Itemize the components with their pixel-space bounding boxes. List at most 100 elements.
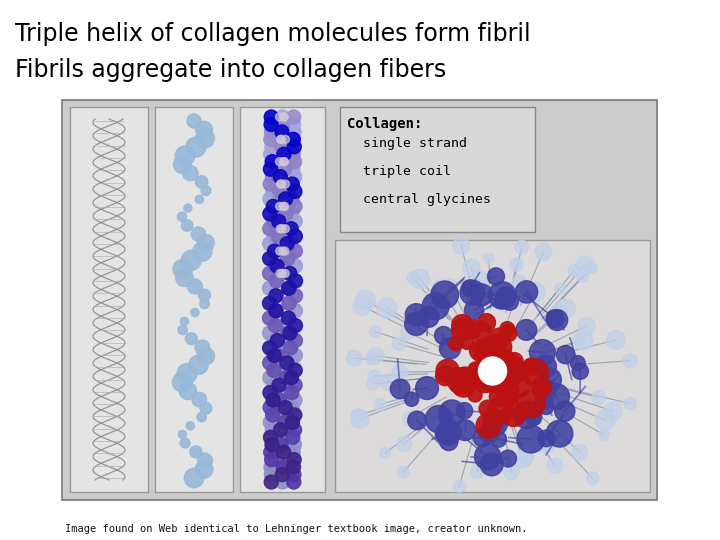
Circle shape bbox=[397, 436, 412, 451]
Circle shape bbox=[546, 309, 567, 330]
Circle shape bbox=[274, 423, 287, 437]
Circle shape bbox=[476, 413, 501, 438]
Circle shape bbox=[285, 192, 299, 206]
Circle shape bbox=[263, 356, 276, 370]
Circle shape bbox=[595, 410, 615, 430]
Circle shape bbox=[572, 334, 585, 347]
Circle shape bbox=[191, 308, 199, 316]
Circle shape bbox=[266, 170, 279, 184]
Circle shape bbox=[460, 280, 485, 305]
Circle shape bbox=[264, 430, 277, 444]
Circle shape bbox=[272, 199, 287, 213]
Circle shape bbox=[266, 378, 281, 392]
Circle shape bbox=[271, 348, 285, 362]
Circle shape bbox=[266, 423, 279, 437]
Circle shape bbox=[482, 362, 504, 384]
Circle shape bbox=[184, 204, 192, 212]
Circle shape bbox=[455, 420, 476, 441]
Circle shape bbox=[405, 312, 428, 335]
Circle shape bbox=[487, 268, 505, 285]
Circle shape bbox=[278, 177, 292, 191]
Circle shape bbox=[463, 259, 480, 276]
Circle shape bbox=[501, 370, 516, 385]
Circle shape bbox=[181, 251, 202, 271]
Circle shape bbox=[546, 420, 573, 447]
Circle shape bbox=[479, 400, 496, 417]
Circle shape bbox=[289, 334, 302, 347]
Circle shape bbox=[533, 378, 550, 395]
Circle shape bbox=[289, 289, 302, 303]
Circle shape bbox=[513, 450, 532, 468]
Circle shape bbox=[274, 140, 289, 154]
Circle shape bbox=[282, 296, 296, 310]
Circle shape bbox=[587, 472, 599, 484]
Circle shape bbox=[577, 271, 588, 282]
Circle shape bbox=[264, 177, 277, 191]
Circle shape bbox=[501, 402, 526, 427]
Circle shape bbox=[282, 311, 295, 325]
Circle shape bbox=[487, 398, 513, 423]
Circle shape bbox=[470, 284, 492, 306]
Circle shape bbox=[513, 401, 541, 429]
Circle shape bbox=[473, 340, 496, 362]
Circle shape bbox=[199, 289, 210, 301]
Circle shape bbox=[181, 220, 193, 231]
Circle shape bbox=[480, 366, 495, 380]
Circle shape bbox=[516, 320, 536, 340]
Circle shape bbox=[356, 291, 376, 310]
Circle shape bbox=[512, 275, 527, 291]
Circle shape bbox=[279, 247, 287, 255]
Circle shape bbox=[475, 360, 496, 381]
Circle shape bbox=[451, 318, 474, 341]
Circle shape bbox=[264, 415, 277, 429]
Circle shape bbox=[547, 458, 563, 474]
Circle shape bbox=[277, 147, 291, 161]
Circle shape bbox=[266, 199, 280, 213]
Circle shape bbox=[283, 326, 297, 340]
Circle shape bbox=[374, 399, 387, 411]
Circle shape bbox=[538, 437, 554, 454]
Circle shape bbox=[479, 348, 505, 374]
Circle shape bbox=[436, 423, 456, 444]
Circle shape bbox=[268, 334, 282, 347]
Circle shape bbox=[392, 337, 405, 350]
Circle shape bbox=[273, 408, 287, 422]
Circle shape bbox=[282, 281, 296, 295]
Circle shape bbox=[282, 225, 289, 233]
Circle shape bbox=[551, 304, 567, 319]
Circle shape bbox=[572, 444, 588, 460]
Circle shape bbox=[289, 274, 302, 288]
Circle shape bbox=[488, 282, 516, 309]
Text: Collagen:: Collagen: bbox=[347, 117, 423, 131]
Circle shape bbox=[280, 356, 294, 370]
Circle shape bbox=[276, 247, 284, 255]
Circle shape bbox=[498, 358, 526, 386]
Circle shape bbox=[265, 453, 279, 467]
Circle shape bbox=[282, 311, 297, 325]
Circle shape bbox=[195, 461, 213, 478]
Circle shape bbox=[281, 266, 295, 280]
Circle shape bbox=[274, 438, 288, 452]
Circle shape bbox=[557, 346, 575, 364]
Circle shape bbox=[517, 425, 545, 453]
Circle shape bbox=[279, 222, 294, 236]
Circle shape bbox=[185, 333, 197, 345]
Circle shape bbox=[197, 234, 215, 252]
Circle shape bbox=[278, 180, 286, 188]
Circle shape bbox=[379, 448, 390, 458]
Circle shape bbox=[277, 430, 291, 444]
Circle shape bbox=[466, 325, 480, 339]
Circle shape bbox=[466, 320, 482, 336]
Circle shape bbox=[286, 415, 300, 429]
Circle shape bbox=[474, 443, 500, 470]
Circle shape bbox=[265, 154, 279, 168]
Circle shape bbox=[405, 392, 419, 406]
Circle shape bbox=[267, 348, 282, 362]
Circle shape bbox=[483, 363, 499, 379]
Circle shape bbox=[471, 465, 484, 478]
Circle shape bbox=[484, 360, 505, 380]
Circle shape bbox=[534, 355, 557, 377]
Circle shape bbox=[368, 348, 384, 364]
Circle shape bbox=[487, 360, 511, 385]
Circle shape bbox=[449, 336, 463, 350]
